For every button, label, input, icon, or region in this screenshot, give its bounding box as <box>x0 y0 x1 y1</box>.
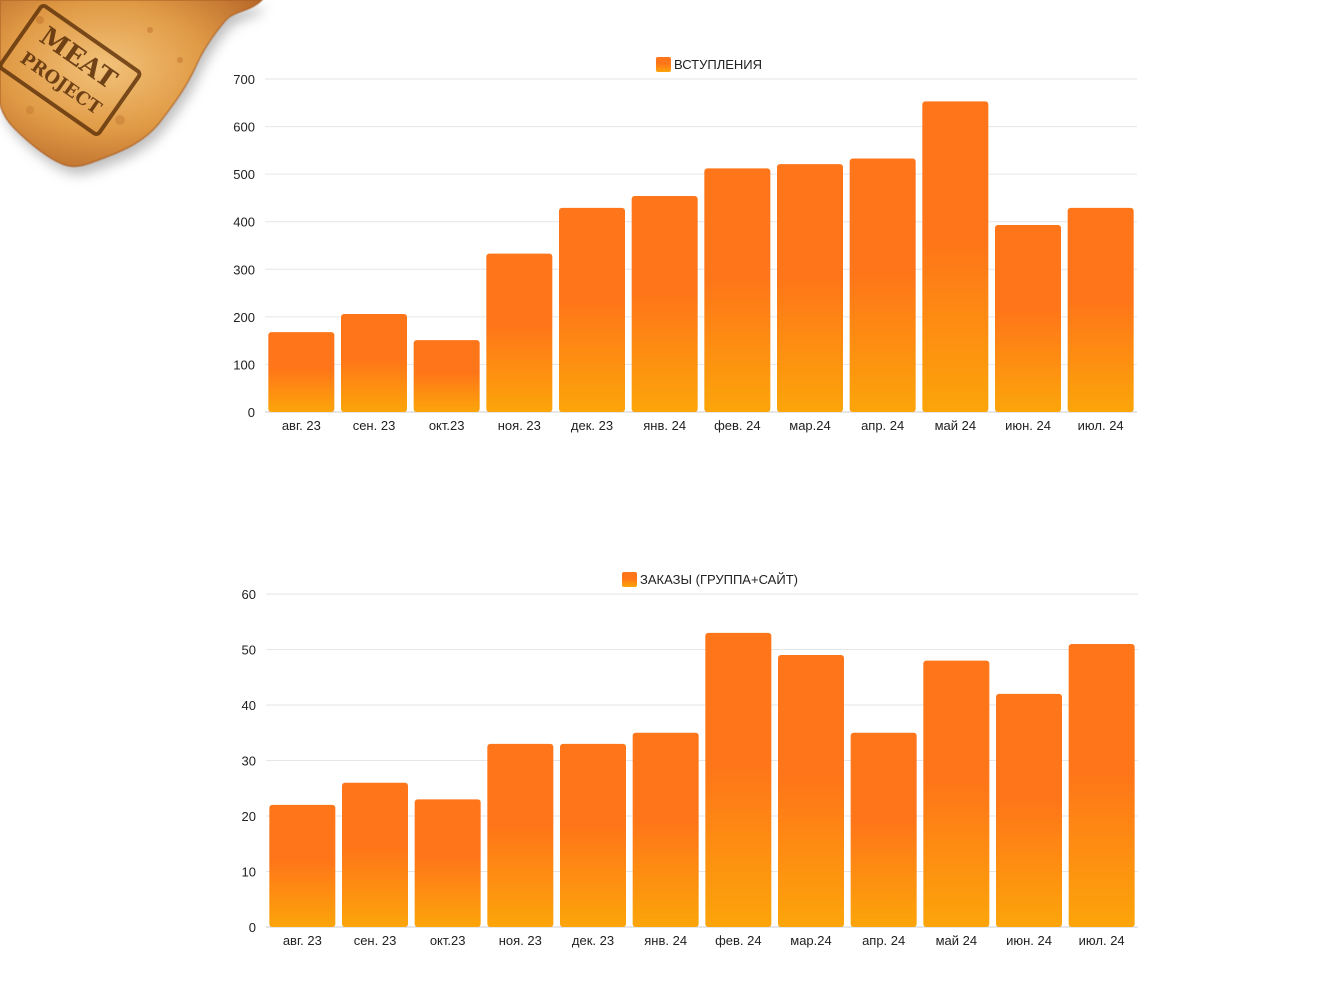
y-tick-label: 10 <box>242 865 256 880</box>
x-tick-label: авг. 23 <box>282 418 321 433</box>
bar <box>705 632 772 927</box>
x-tick-label: фев. 24 <box>714 418 761 433</box>
bar <box>342 782 408 927</box>
logo-crust-shape <box>0 0 262 167</box>
y-tick-label: 400 <box>233 215 255 230</box>
chart-vstupleniya: 0 100 200 300 400 500 600 700 авг. 23 сен. 23 окт.… <box>0 0 1340 470</box>
x-tick-label: июл. 24 <box>1078 418 1124 433</box>
x-tick-label: янв. 24 <box>644 933 687 948</box>
bar <box>849 158 916 412</box>
x-tick-label: дек. 23 <box>572 933 614 948</box>
legend-label: ЗАКАЗЫ (ГРУППА+САЙТ) <box>640 572 798 587</box>
x-tick-label: май 24 <box>936 933 978 948</box>
bar <box>923 660 990 927</box>
x-tick-label: янв. 24 <box>643 418 686 433</box>
y-tick-label: 0 <box>249 920 256 935</box>
x-tick-label: сен. 23 <box>353 418 396 433</box>
bar <box>777 164 843 412</box>
y-tick-label: 30 <box>242 754 256 769</box>
x-tick-label: ноя. 23 <box>499 933 542 948</box>
bar <box>414 799 481 927</box>
y-tick-label: 60 <box>242 587 256 602</box>
legend-swatch <box>655 57 671 72</box>
x-tick-label: апр. 24 <box>861 418 904 433</box>
bar <box>268 332 335 412</box>
meat-project-logo: MEAT PROJECT <box>0 0 290 190</box>
x-tick-label: май 24 <box>935 418 977 433</box>
y-tick-label: 700 <box>233 72 255 87</box>
chart-vstupleniya-svg: 0 100 200 300 400 500 600 700 авг. 23 сен. 23 окт.… <box>233 57 1137 433</box>
x-tick-label: сен. 23 <box>354 933 397 948</box>
x-tick-label: авг. 23 <box>283 933 322 948</box>
bar <box>850 732 917 927</box>
bar <box>413 340 480 412</box>
x-tick-label: дек. 23 <box>571 418 613 433</box>
y-tick-label: 300 <box>233 262 255 277</box>
x-tick-label: апр. 24 <box>862 933 905 948</box>
bar <box>269 804 336 927</box>
x-tick-label: окт.23 <box>430 933 466 948</box>
bar <box>1067 207 1134 412</box>
legend-swatch <box>622 572 638 587</box>
bar <box>922 101 989 412</box>
y-tick-label: 40 <box>242 698 256 713</box>
x-tick-label: ноя. 23 <box>498 418 541 433</box>
bar <box>778 655 844 927</box>
bar <box>1068 643 1135 927</box>
y-tick-label: 50 <box>242 643 256 658</box>
y-tick-label: 600 <box>233 120 255 135</box>
chart-zakazy-svg: 0 10 20 30 40 50 60 авг. 23 сен. 23 окт.23 ноя. 23… <box>242 572 1138 948</box>
x-tick-label: окт.23 <box>429 418 465 433</box>
bar <box>996 693 1062 927</box>
y-tick-label: 500 <box>233 167 255 182</box>
bar <box>704 168 771 412</box>
legend-label: ВСТУПЛЕНИЯ <box>674 57 762 72</box>
bar <box>486 253 553 412</box>
y-tick-label: 20 <box>242 809 256 824</box>
bar <box>560 743 626 927</box>
chart-zakazy: 0 10 20 30 40 50 60 авг. 23 сен. 23 окт.23 ноя. 23… <box>0 515 1340 985</box>
x-tick-label: июн. 24 <box>1006 933 1052 948</box>
bar <box>559 207 625 412</box>
y-tick-label: 0 <box>248 405 255 420</box>
bar <box>995 225 1061 412</box>
bar <box>341 314 407 412</box>
x-tick-label: июн. 24 <box>1005 418 1051 433</box>
logo-image: MEAT PROJECT <box>0 0 264 168</box>
x-tick-label: мар.24 <box>789 418 830 433</box>
bar <box>631 196 698 412</box>
x-tick-label: фев. 24 <box>715 933 762 948</box>
bar <box>487 743 554 927</box>
y-tick-label: 200 <box>233 310 255 325</box>
y-tick-label: 100 <box>233 357 255 372</box>
x-tick-label: мар.24 <box>790 933 831 948</box>
x-tick-label: июл. 24 <box>1079 933 1125 948</box>
bar <box>632 732 699 927</box>
